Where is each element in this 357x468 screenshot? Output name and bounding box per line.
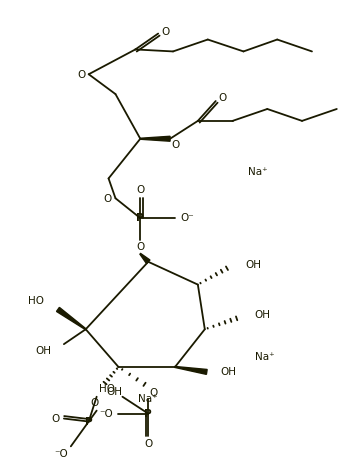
Text: OH: OH bbox=[246, 260, 261, 270]
Text: O: O bbox=[52, 414, 60, 424]
Text: O⁻: O⁻ bbox=[180, 213, 194, 223]
Polygon shape bbox=[140, 254, 150, 263]
Text: Na⁺: Na⁺ bbox=[139, 394, 158, 404]
Text: P: P bbox=[145, 409, 152, 418]
Polygon shape bbox=[140, 136, 170, 141]
Text: O: O bbox=[77, 70, 86, 80]
Text: OH: OH bbox=[221, 367, 237, 377]
Text: OH: OH bbox=[106, 387, 122, 397]
Text: ⁻O: ⁻O bbox=[100, 409, 114, 418]
Text: O: O bbox=[144, 439, 152, 449]
Polygon shape bbox=[56, 307, 86, 329]
Polygon shape bbox=[175, 366, 207, 374]
Text: HO: HO bbox=[28, 296, 44, 307]
Text: O: O bbox=[136, 185, 145, 195]
Text: O: O bbox=[104, 194, 112, 204]
Text: Na⁺: Na⁺ bbox=[255, 352, 274, 362]
Text: ⁻O: ⁻O bbox=[54, 449, 68, 459]
Text: O: O bbox=[171, 140, 179, 150]
Text: Na⁺: Na⁺ bbox=[247, 168, 267, 177]
Text: P: P bbox=[136, 213, 144, 223]
Text: O: O bbox=[149, 388, 157, 398]
Text: HO: HO bbox=[99, 384, 115, 394]
Text: OH: OH bbox=[255, 310, 270, 321]
Text: O: O bbox=[218, 93, 227, 103]
Text: P: P bbox=[85, 417, 92, 426]
Text: OH: OH bbox=[35, 346, 51, 356]
Text: O: O bbox=[161, 27, 169, 37]
Text: O: O bbox=[91, 398, 99, 408]
Text: O: O bbox=[136, 242, 145, 252]
